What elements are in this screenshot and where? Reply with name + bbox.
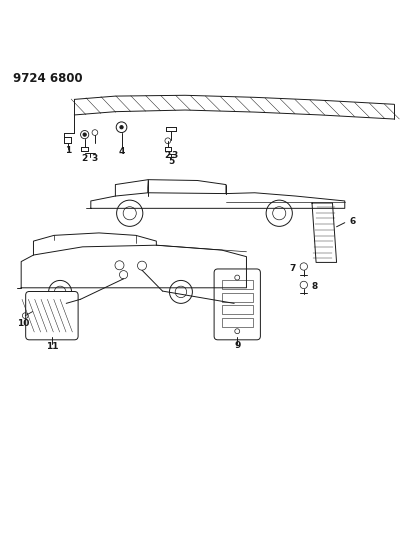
Circle shape (83, 133, 86, 136)
Text: 11: 11 (46, 342, 58, 351)
Text: 7: 7 (289, 264, 296, 273)
Bar (222, 305, 253, 314)
Text: 9724 6800: 9724 6800 (13, 72, 83, 85)
Text: 2: 2 (81, 154, 88, 163)
FancyBboxPatch shape (214, 269, 261, 340)
Bar (222, 280, 253, 289)
Bar (222, 293, 253, 302)
Text: 3: 3 (172, 151, 178, 159)
Text: 8: 8 (311, 281, 317, 290)
Text: 1: 1 (65, 147, 71, 156)
Text: 6: 6 (350, 217, 356, 227)
Text: 2: 2 (165, 151, 171, 159)
FancyBboxPatch shape (25, 292, 78, 340)
Text: 5: 5 (168, 157, 174, 166)
Text: 9: 9 (234, 342, 240, 351)
Text: 10: 10 (17, 319, 30, 327)
Bar (222, 318, 253, 327)
Text: 3: 3 (92, 154, 98, 163)
Text: 4: 4 (118, 147, 125, 156)
Circle shape (120, 126, 123, 129)
